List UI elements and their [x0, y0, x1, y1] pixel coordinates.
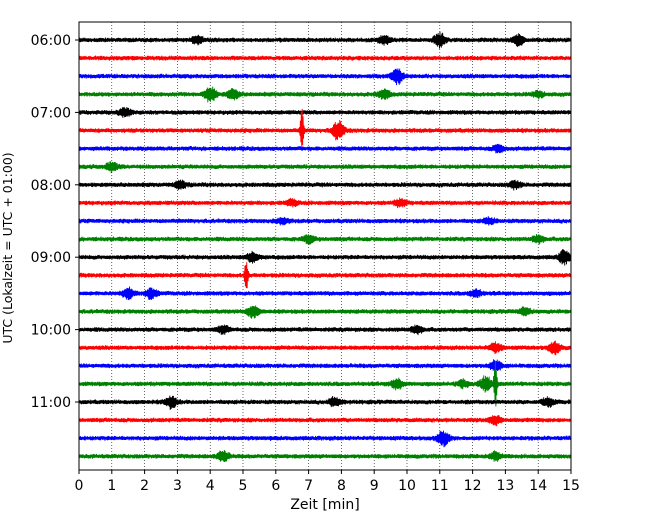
trace-1015 [78, 340, 572, 356]
x-tick-label: 0 [75, 478, 84, 494]
trace-0630 [78, 68, 572, 86]
y-axis-label: UTC (Lokalzeit = UTC + 01:00) [0, 152, 15, 343]
y-tick-label: 10:00 [31, 323, 71, 339]
trace-0915 [78, 262, 572, 289]
trace-1130 [78, 430, 572, 448]
x-tick-label: 10 [398, 478, 416, 494]
trace-0930 [78, 286, 572, 301]
trace-1000 [78, 324, 572, 336]
x-tick-label: 6 [271, 478, 280, 494]
x-tick-label: 5 [239, 478, 248, 494]
y-tick-label: 11:00 [31, 395, 71, 411]
trace-1100 [78, 395, 572, 410]
x-tick-label: 13 [496, 478, 514, 494]
x-axis-ticks: 0 1 2 3 4 5 6 7 8 9 10 11 12 13 14 15 [75, 470, 580, 494]
trace-0945 [78, 305, 572, 319]
seismic-traces [78, 31, 572, 462]
x-axis-label: Zeit [min] [290, 497, 359, 513]
trace-0830 [78, 216, 572, 226]
x-tick-label: 1 [107, 478, 116, 494]
trace-0715 [78, 108, 572, 148]
trace-0815 [78, 197, 572, 209]
trace-1115 [78, 414, 572, 427]
trace-0615 [78, 55, 572, 61]
x-tick-label: 11 [431, 478, 449, 494]
x-tick-label: 2 [140, 478, 149, 494]
y-tick-label: 06:00 [31, 33, 71, 49]
trace-0730 [78, 143, 572, 154]
plot-frame [78, 21, 572, 471]
trace-0800 [78, 179, 572, 191]
trace-1030 [78, 359, 572, 372]
x-tick-label: 8 [337, 478, 346, 494]
trace-0600 [78, 31, 572, 49]
trace-1145 [78, 450, 572, 462]
trace-0645 [78, 86, 572, 103]
trace-0900 [78, 249, 572, 266]
trace-0700 [78, 106, 572, 118]
x-tick-label: 12 [464, 478, 482, 494]
y-tick-label: 08:00 [31, 178, 71, 194]
x-tick-label: 4 [206, 478, 215, 494]
x-tick-label: 15 [562, 478, 580, 494]
trace-0845 [78, 233, 572, 245]
y-tick-label: 07:00 [31, 105, 71, 121]
x-tick-label: 9 [370, 478, 379, 494]
y-axis-ticks: 06:00 07:00 08:00 09:00 10:00 11:00 [31, 33, 79, 411]
y-tick-label: 09:00 [31, 250, 71, 266]
x-tick-label: 14 [529, 478, 547, 494]
x-tick-label: 7 [304, 478, 313, 494]
x-tick-label: 3 [173, 478, 182, 494]
trace-0745 [78, 161, 572, 174]
trace-1045 [78, 360, 572, 407]
